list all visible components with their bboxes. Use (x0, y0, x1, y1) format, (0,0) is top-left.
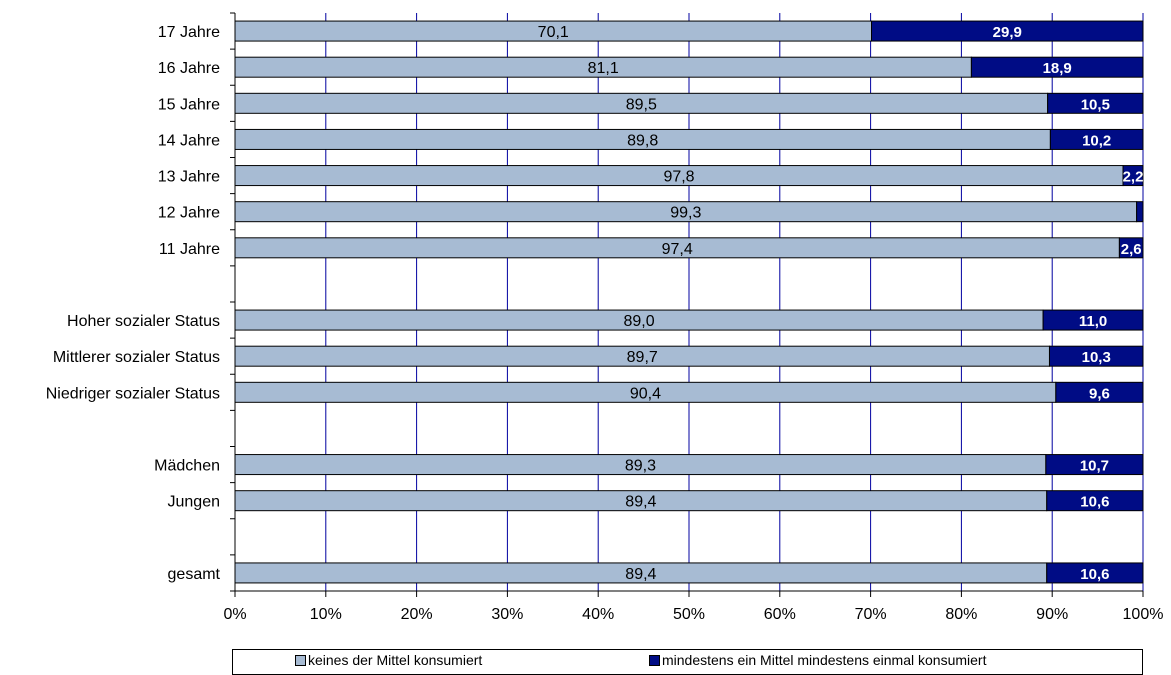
data-label: 18,9 (1043, 60, 1072, 77)
legend-label-keines: keines der Mittel konsumiert (308, 652, 483, 668)
legend-item-keines: keines der Mittel konsumiert (295, 652, 482, 668)
data-label: 10,3 (1082, 349, 1111, 366)
x-tick-label: 80% (945, 606, 977, 623)
data-label: 2,6 (1121, 241, 1142, 258)
bar-segment (1045, 454, 1144, 476)
bar-segment (1122, 165, 1144, 187)
data-label: 10,6 (1080, 566, 1109, 583)
legend-swatch-dark (649, 654, 660, 666)
data-label: 89,4 (625, 566, 656, 583)
data-label: 89,0 (623, 313, 654, 330)
data-label: 29,9 (993, 24, 1022, 41)
bar-segment (1046, 490, 1144, 512)
bar-segment (1048, 345, 1144, 367)
stacked-bar-chart: 0% 10% 20% 30% 40% 50% 60% 70% 80% 90% 100% 17 Jahr… (46, 12, 1164, 623)
bar-segment (1049, 128, 1144, 150)
labels: 0% 10% 20% 30% 40% 50% 60% 70% 80% 90% 100% 17 Jahr… (46, 24, 1164, 623)
x-tick-label: 90% (1036, 606, 1068, 623)
category-label: 14 Jahre (158, 132, 220, 149)
legend-label-mindestens: mindestens ein Mittel mindestens einmal … (662, 652, 987, 668)
data-label: 11,0 (1079, 313, 1107, 330)
bar-segment (871, 20, 1144, 42)
category-label: Jungen (168, 494, 221, 511)
data-label: 89,4 (625, 494, 656, 511)
legend-swatch-light (295, 654, 306, 666)
legend: keines der Mittel konsumiert mindestens … (232, 649, 1143, 675)
data-label: 2,2 (1123, 169, 1144, 186)
x-tick-label: 30% (491, 606, 523, 623)
x-tick-label: 100% (1123, 606, 1164, 623)
bar-segment (1118, 237, 1144, 259)
data-label: 89,7 (627, 349, 658, 366)
category-label: Hoher sozialer Status (67, 313, 220, 330)
data-label: 90,4 (630, 385, 661, 402)
category-label: Niedriger sozialer Status (46, 385, 220, 402)
bar-segment (970, 56, 1144, 78)
x-tick-label: 50% (673, 606, 705, 623)
bar-segment (1136, 201, 1144, 223)
data-label: 97,4 (662, 241, 693, 258)
bar-segment (1047, 92, 1144, 114)
bar-segment (1042, 309, 1144, 331)
data-label: 81,1 (588, 60, 619, 77)
x-tick-label: 10% (310, 606, 342, 623)
category-label: 15 Jahre (158, 96, 220, 113)
data-label: 10,6 (1080, 494, 1109, 511)
bar-segment (1046, 562, 1144, 584)
data-label: 9,6 (1089, 385, 1110, 402)
data-label: 10,5 (1081, 96, 1110, 113)
axes (230, 12, 1144, 597)
data-label: 70,1 (538, 24, 569, 41)
data-label: 10,2 (1082, 132, 1111, 149)
data-label: 89,3 (625, 458, 656, 475)
data-label: 89,5 (626, 96, 657, 113)
bar-segment (1055, 381, 1144, 403)
legend-item-mindestens: mindestens ein Mittel mindestens einmal … (649, 652, 986, 668)
category-label: 11 Jahre (159, 241, 220, 258)
data-label: 89,8 (627, 132, 658, 149)
x-tick-label: 60% (764, 606, 796, 623)
category-label: 13 Jahre (158, 169, 220, 186)
x-tick-label: 40% (582, 606, 614, 623)
x-tick-label: 70% (855, 606, 887, 623)
bars (234, 20, 1144, 584)
data-label: 10,7 (1080, 458, 1109, 475)
data-label: 97,8 (663, 169, 694, 186)
category-label: gesamt (168, 566, 221, 583)
category-label: 12 Jahre (158, 205, 220, 222)
category-label: 16 Jahre (158, 60, 220, 77)
category-label: 17 Jahre (158, 24, 220, 41)
x-tick-label: 20% (401, 606, 433, 623)
data-label: 99,3 (670, 205, 701, 222)
x-tick-label: 0% (223, 606, 246, 623)
category-label: Mädchen (154, 458, 220, 475)
category-label: Mittlerer sozialer Status (53, 349, 220, 366)
